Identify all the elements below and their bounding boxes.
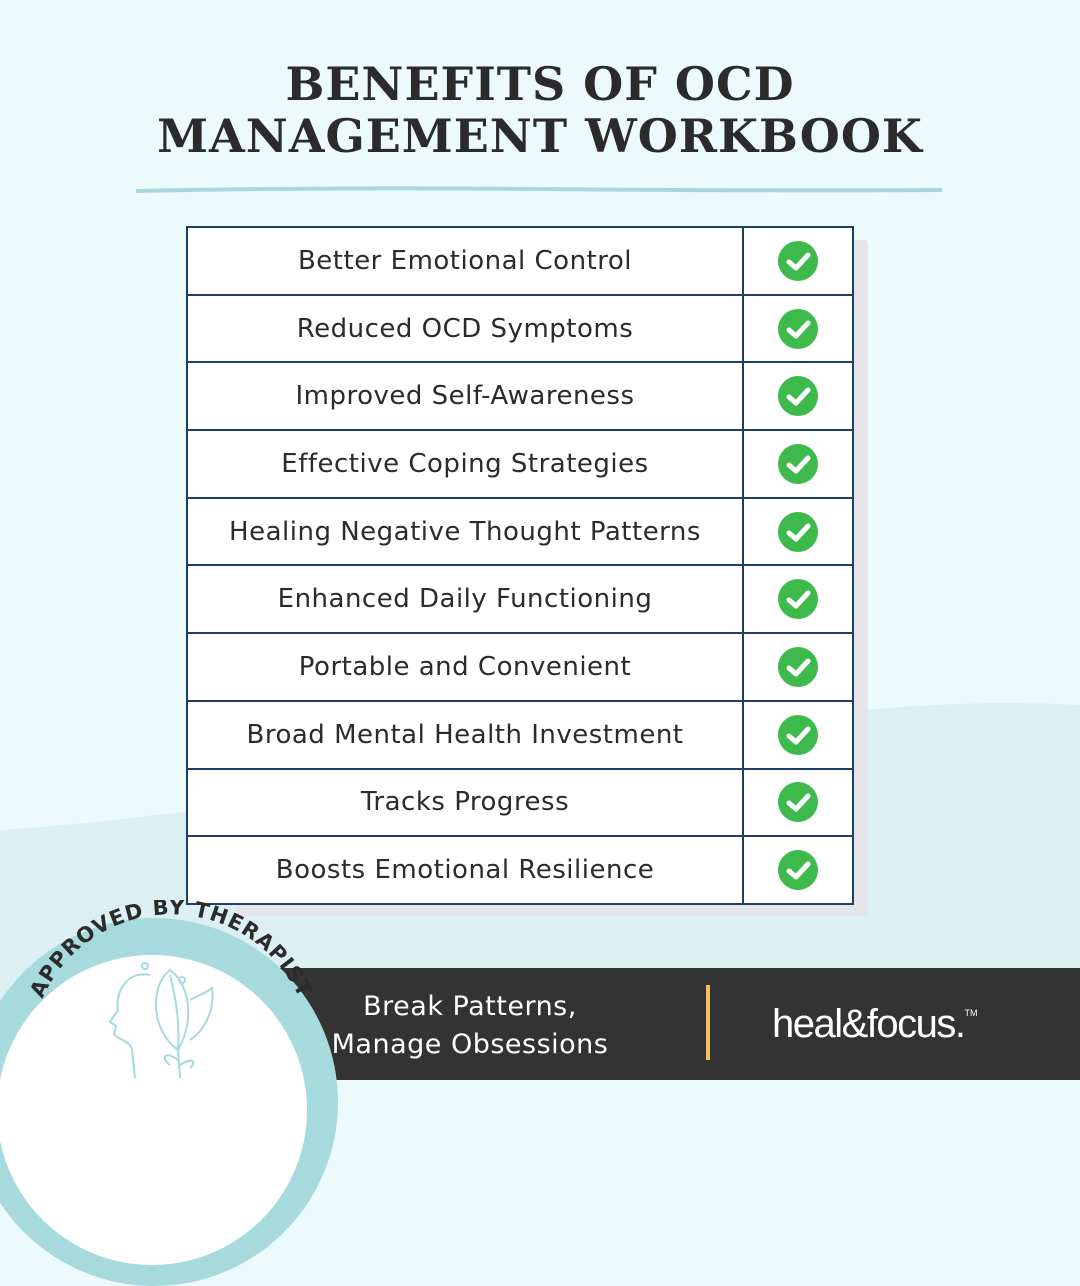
check-cell [742, 835, 854, 905]
check-icon [778, 240, 818, 281]
check-icon [778, 511, 818, 552]
svg-text:APPROVED BY THERAPIST: APPROVED BY THERAPIST [25, 900, 317, 1001]
table-row: Improved Self-Awareness [186, 361, 854, 432]
table-row: Enhanced Daily Functioning [186, 564, 854, 635]
table-row: Reduced OCD Symptoms [186, 293, 854, 364]
check-cell [742, 226, 854, 296]
table-row: Boosts Emotional Resilience [186, 835, 854, 905]
badge-art: APPROVED BY THERAPIST [25, 900, 317, 1079]
benefit-label: Effective Coping Strategies [186, 429, 744, 499]
check-icon [778, 443, 818, 484]
footer-bar [280, 968, 1080, 1080]
divider [706, 985, 710, 1060]
check-icon [778, 850, 818, 891]
table-row: Tracks Progress [186, 767, 854, 838]
table-row: Broad Mental Health Investment [186, 699, 854, 770]
check-cell [742, 632, 854, 702]
table-row: Healing Negative Thought Patterns [186, 496, 854, 567]
check-icon [778, 308, 818, 349]
check-icon [778, 376, 818, 417]
benefit-label: Boosts Emotional Resilience [186, 835, 744, 905]
head-leaf-icon [108, 962, 214, 1079]
check-icon [778, 579, 818, 620]
check-icon [778, 714, 818, 755]
benefit-label: Broad Mental Health Investment [186, 699, 744, 770]
check-cell [742, 699, 854, 770]
check-icon [778, 782, 818, 823]
benefit-label: Improved Self-Awareness [186, 361, 744, 432]
check-cell [742, 293, 854, 364]
benefit-label: Better Emotional Control [186, 226, 744, 296]
check-cell [742, 767, 854, 838]
check-icon [778, 646, 818, 687]
brand-logo: heal&focus.TM [772, 1002, 978, 1046]
benefit-label: Reduced OCD Symptoms [186, 293, 744, 364]
table-row: Effective Coping Strategies [186, 429, 854, 499]
benefits-table: Better Emotional Control Reduced OCD Symp… [186, 226, 854, 905]
check-cell [742, 564, 854, 635]
brush-underline [136, 186, 942, 193]
tagline: Break Patterns, Manage Obsessions [331, 991, 609, 1060]
check-cell [742, 429, 854, 499]
benefit-label: Portable and Convenient [186, 632, 744, 702]
check-cell [742, 361, 854, 432]
benefit-label: Tracks Progress [186, 767, 744, 838]
table-row: Better Emotional Control [186, 226, 854, 296]
badge-text: APPROVED BY THERAPIST [25, 900, 316, 1001]
page-title: BENEFITS OF OCD MANAGEMENT WORKBOOK [157, 57, 923, 163]
check-cell [742, 496, 854, 567]
benefit-label: Enhanced Daily Functioning [186, 564, 744, 635]
table-row: Portable and Convenient [186, 632, 854, 702]
benefit-label: Healing Negative Thought Patterns [186, 496, 744, 567]
